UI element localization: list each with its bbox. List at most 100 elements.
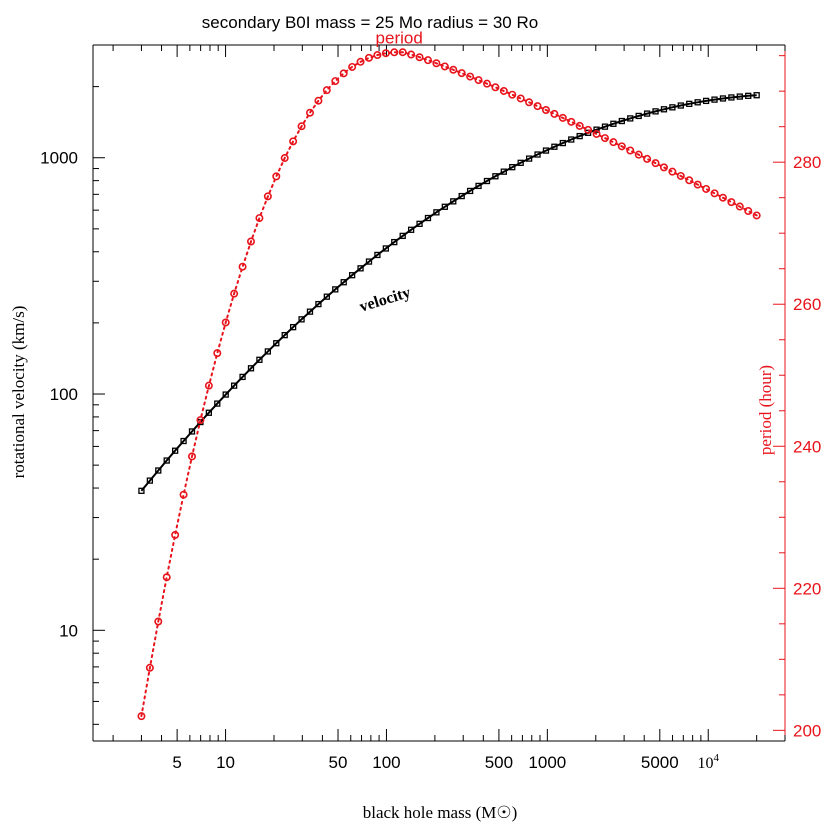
- period-point: [617, 142, 626, 151]
- velocity-point: [643, 110, 651, 117]
- period-point: [339, 69, 348, 78]
- period-point: [204, 381, 213, 390]
- velocity-point: [635, 112, 642, 120]
- velocity-point: [138, 487, 145, 494]
- velocity-line: [140, 94, 757, 492]
- period-point: [213, 349, 222, 358]
- velocity-point: [745, 92, 752, 99]
- velocity-point: [551, 143, 558, 150]
- velocity-point: [736, 93, 743, 100]
- velocity-point: [500, 168, 507, 175]
- period-point: [685, 176, 694, 185]
- velocity-point: [306, 308, 314, 315]
- period-point: [541, 106, 550, 115]
- velocity-point: [669, 104, 676, 111]
- x-tick-label: 100: [372, 753, 400, 772]
- period-point: [491, 83, 500, 92]
- velocity-point: [753, 92, 760, 99]
- period-point: [289, 137, 298, 146]
- period-point: [230, 289, 239, 298]
- x-tick-label-exponent: 4: [713, 752, 719, 764]
- series-velocity: velocity: [138, 92, 760, 494]
- period-point: [516, 94, 525, 103]
- period-point: [373, 51, 382, 60]
- period-point: [643, 154, 652, 163]
- velocity-point: [601, 123, 609, 130]
- velocity-point: [365, 258, 373, 265]
- series-period: period: [137, 28, 761, 721]
- y-right-axis-label: period (hour): [756, 365, 775, 455]
- velocity-point: [466, 187, 474, 195]
- velocity-point: [205, 409, 213, 416]
- velocity-point: [188, 428, 196, 435]
- period-point: [348, 62, 357, 71]
- y-left-tick-label: 1000: [40, 149, 78, 168]
- velocity-point: [289, 324, 297, 331]
- y-right-tick-label: 220: [793, 579, 821, 598]
- velocity-point: [568, 136, 575, 143]
- velocity-point: [171, 447, 179, 454]
- velocity-point: [155, 467, 162, 474]
- period-point: [449, 65, 458, 74]
- period-point: [592, 129, 601, 138]
- period-point: [196, 416, 205, 425]
- period-point: [297, 122, 306, 131]
- velocity-point: [247, 365, 255, 372]
- velocity-point: [382, 245, 389, 252]
- period-point: [188, 452, 197, 461]
- y-right-tick-label: 200: [793, 721, 821, 740]
- period-point: [584, 125, 593, 134]
- velocity-point: [340, 279, 347, 286]
- period-point: [305, 108, 314, 117]
- period-point: [567, 117, 576, 126]
- velocity-point: [323, 293, 330, 300]
- velocity-point: [180, 437, 187, 445]
- velocity-point: [576, 132, 583, 140]
- velocity-point: [686, 100, 693, 107]
- period-point: [154, 617, 163, 626]
- x-tick-label: 5: [172, 753, 181, 772]
- period-point: [364, 53, 373, 62]
- period-point: [600, 134, 609, 143]
- period-point: [390, 48, 399, 57]
- velocity-point: [618, 117, 625, 125]
- velocity-point: [660, 106, 668, 113]
- period-point: [407, 50, 416, 59]
- period-point: [381, 49, 390, 58]
- period-point: [432, 59, 441, 68]
- period-point: [752, 211, 761, 220]
- velocity-point: [433, 209, 440, 216]
- velocity-point: [534, 151, 541, 158]
- velocity-point: [239, 373, 246, 381]
- period-point: [659, 163, 668, 172]
- velocity-point: [256, 356, 263, 363]
- period-point: [474, 76, 483, 85]
- period-point: [179, 490, 188, 499]
- period-point: [246, 237, 255, 246]
- period-point: [280, 154, 289, 163]
- period-point: [668, 167, 677, 176]
- velocity-point: [374, 251, 381, 259]
- period-point: [727, 198, 736, 207]
- velocity-point: [357, 265, 364, 272]
- x-tick-label: 1000: [528, 753, 566, 772]
- period-line: [140, 51, 758, 718]
- velocity-point: [407, 226, 415, 233]
- period-point: [693, 180, 702, 189]
- velocity-point: [163, 457, 170, 464]
- x-tick-label: 10: [216, 753, 235, 772]
- velocity-point: [711, 96, 718, 103]
- period-point: [314, 96, 323, 105]
- chart-title: secondary B0I mass = 25 Mo radius = 30 R…: [202, 13, 538, 32]
- velocity-point: [492, 173, 499, 180]
- velocity-point: [652, 108, 659, 115]
- velocity-point: [525, 155, 533, 162]
- y-right-axis: 200 220 240 260 280: [773, 55, 821, 740]
- velocity-point: [559, 139, 566, 147]
- velocity-point: [222, 391, 229, 398]
- x-tick-label: 500: [485, 753, 513, 772]
- period-point: [676, 171, 685, 180]
- period-point: [331, 77, 340, 86]
- period-point: [238, 262, 247, 271]
